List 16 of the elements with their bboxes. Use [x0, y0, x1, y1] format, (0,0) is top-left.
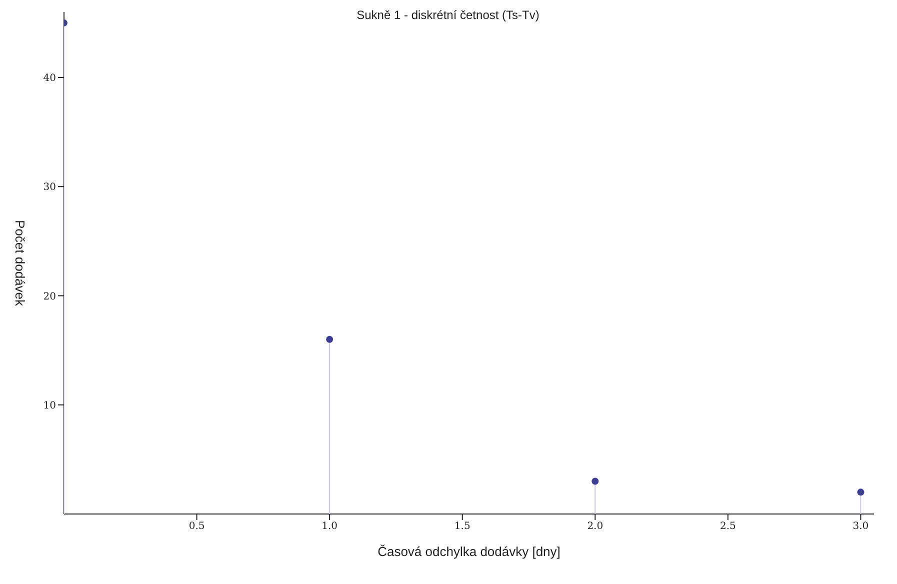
x-tick-label: 2.5 [720, 521, 736, 532]
point [592, 478, 599, 485]
x-tick-label: 2.0 [587, 521, 604, 532]
point [326, 336, 334, 343]
x-tick-label: 1.0 [322, 521, 338, 532]
x-axis-title: Časová odchylka dodávky [dny] [378, 544, 560, 559]
x-tick-label: 1.5 [454, 521, 470, 532]
x-tick-label: 0.5 [188, 521, 205, 532]
y-tick-label: 40 [43, 73, 56, 84]
y-tick-label: 10 [43, 400, 56, 412]
y-tick-label: 20 [43, 291, 56, 302]
y-axis-title: Počet dodávek [12, 220, 28, 306]
chart-title: Sukně 1 - diskrétní četnost (Ts-Tv) [356, 8, 540, 22]
y-tick-label: 30 [43, 182, 56, 194]
x-tick-label: 3.0 [852, 521, 869, 532]
point [857, 488, 864, 496]
